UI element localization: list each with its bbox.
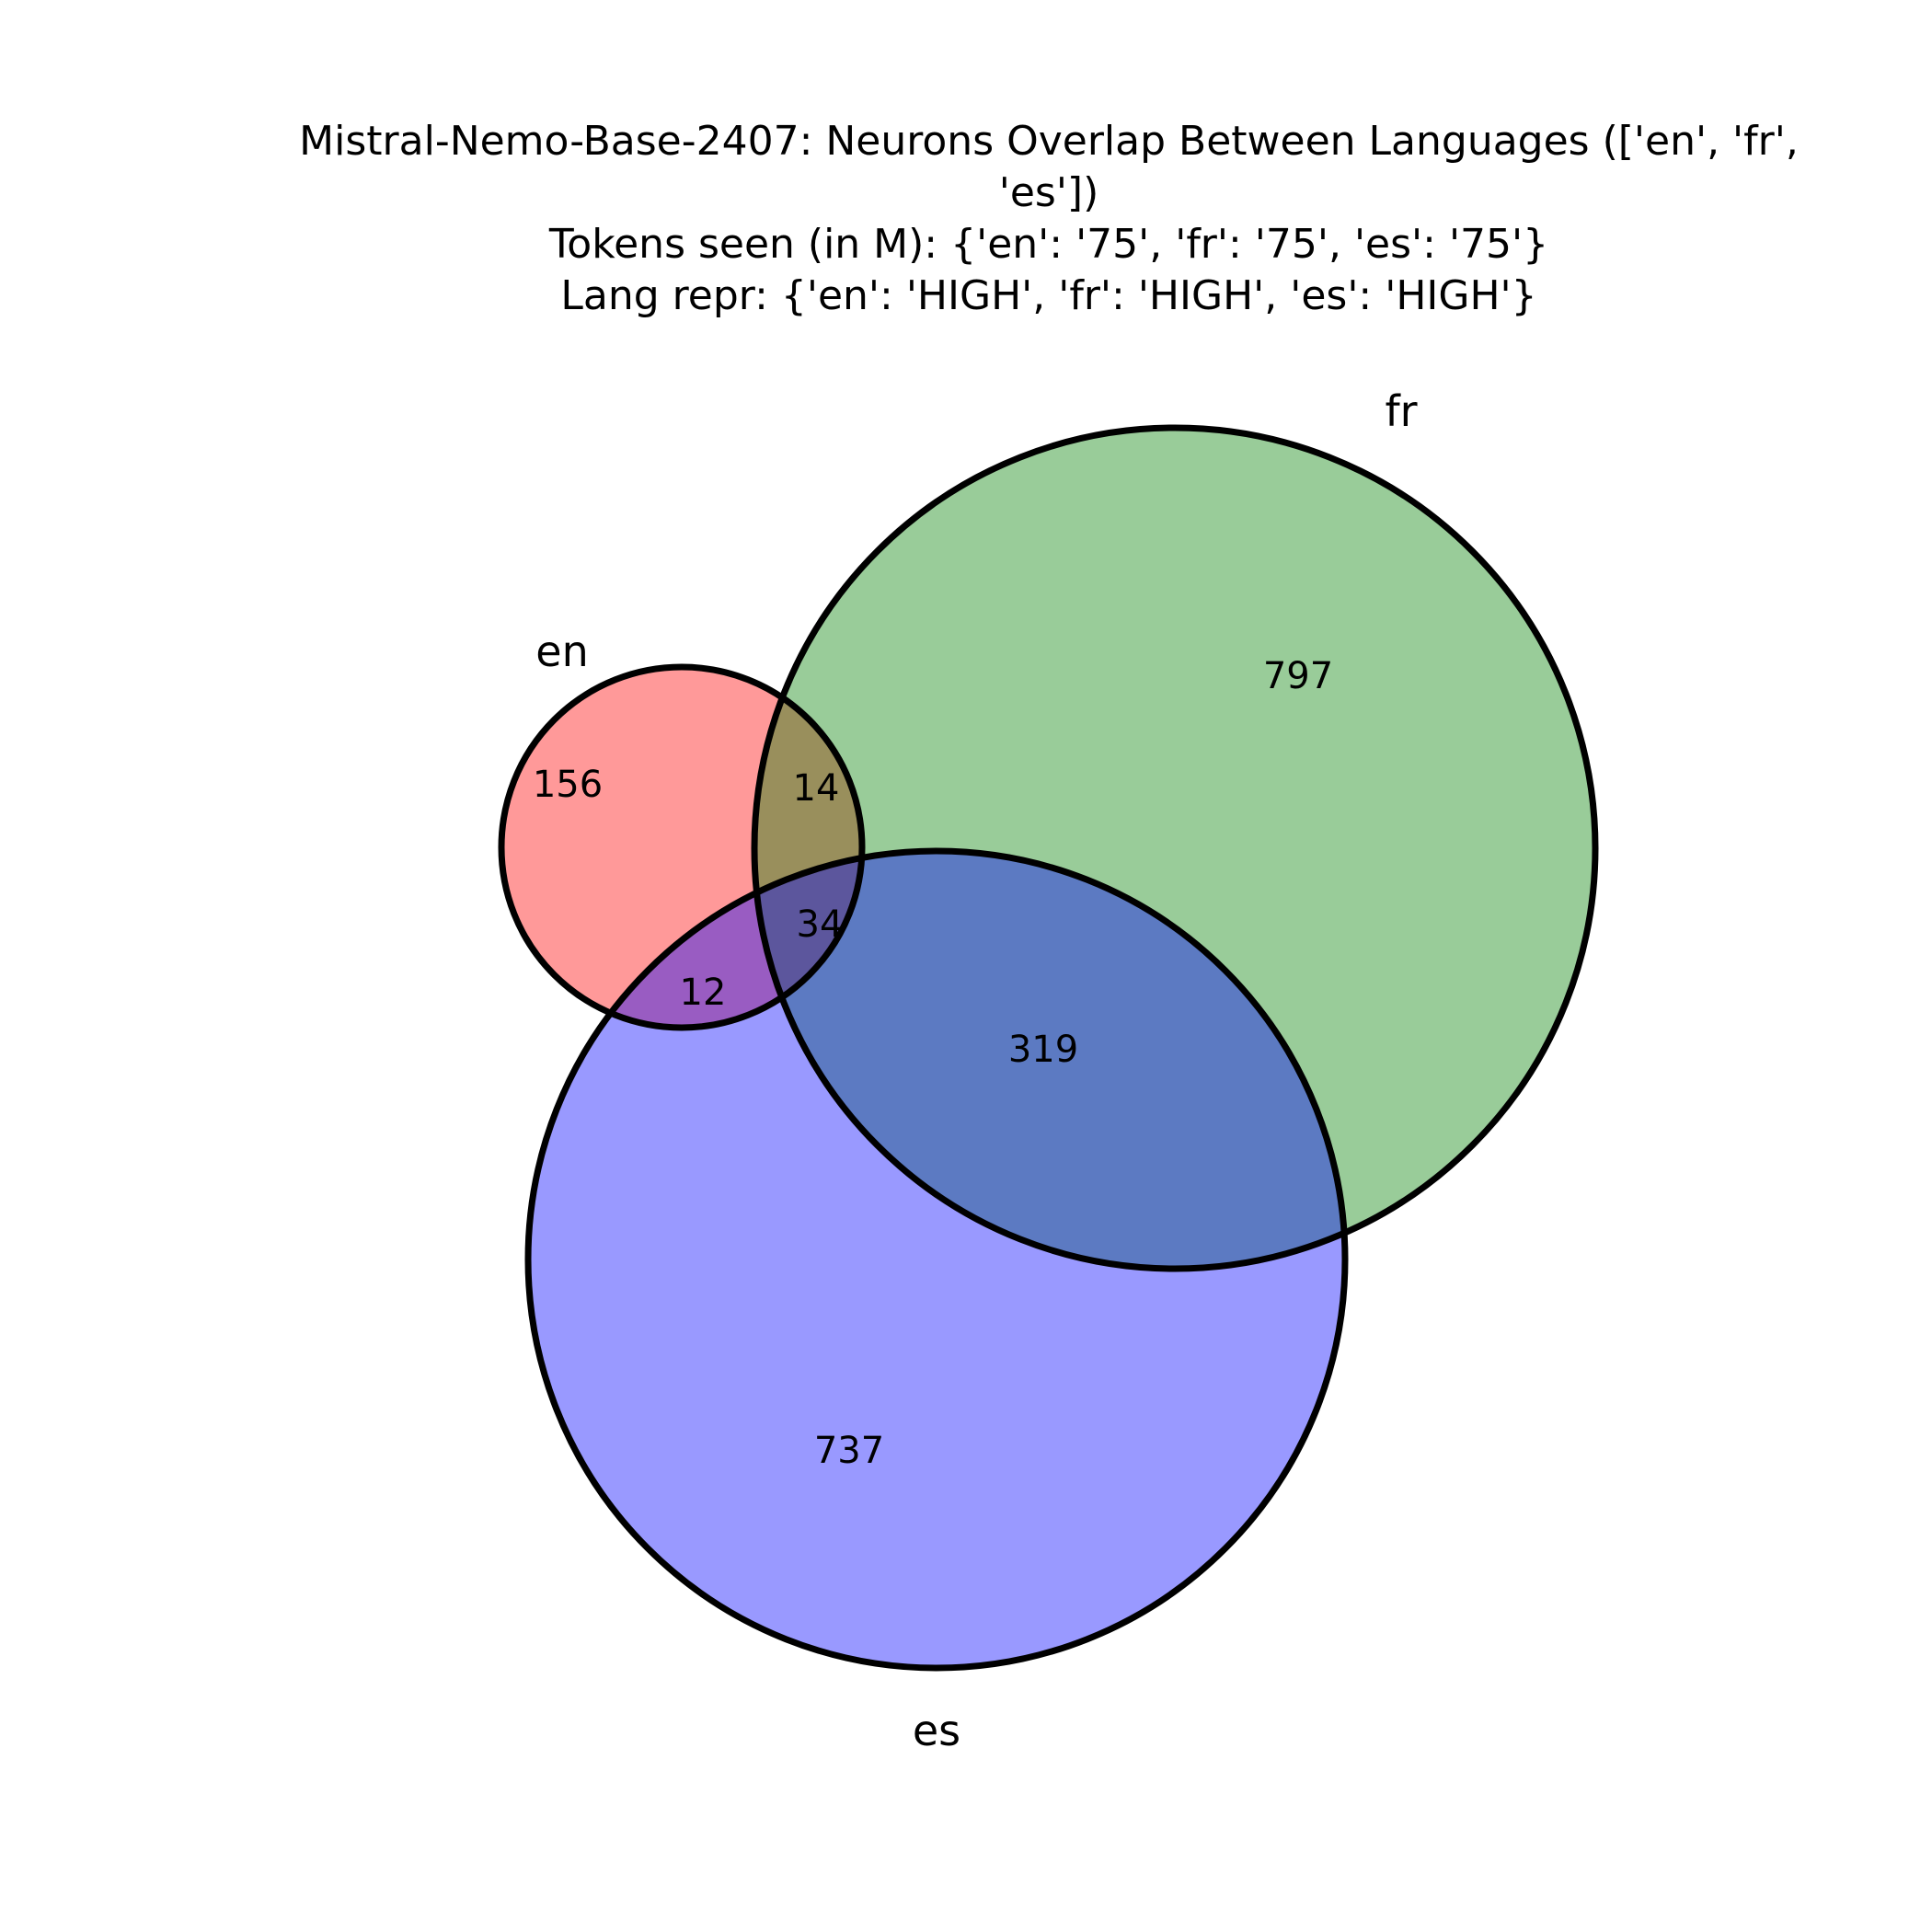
- set-label-en: en: [535, 627, 588, 676]
- region-en-only: 156: [533, 764, 603, 806]
- region-fr-only: 797: [1263, 655, 1333, 697]
- region-es-only: 737: [814, 1430, 884, 1472]
- set-fr-fill: [754, 428, 1595, 1269]
- set-en-outline: [498, 663, 866, 1031]
- set-es-fill: [528, 851, 1345, 1668]
- set-es-outline: [524, 847, 1349, 1672]
- set-fr-outline: [751, 424, 1599, 1272]
- region-en-fr: 14: [793, 767, 840, 810]
- region-values: 156 797 737 14 12 319 34: [533, 655, 1333, 1472]
- set-outlines: [498, 424, 1599, 1672]
- set-labels: en fr es: [535, 386, 1417, 1755]
- title-line-1: Mistral-Nemo-Base-2407: Neurons Overlap …: [299, 118, 1799, 165]
- chart-title: Mistral-Nemo-Base-2407: Neurons Overlap …: [299, 118, 1799, 319]
- title-line-2: 'es']): [999, 169, 1099, 216]
- set-fills: [501, 428, 1595, 1668]
- set-label-es: es: [913, 1706, 960, 1755]
- title-line-4: Lang repr: {'en': 'HIGH', 'fr': 'HIGH', …: [560, 272, 1536, 319]
- region-en-fr-es: 34: [797, 903, 844, 946]
- set-en-fill: [501, 667, 862, 1028]
- set-label-fr: fr: [1385, 386, 1417, 436]
- region-fr-es: 319: [1008, 1029, 1078, 1071]
- region-en-es: 12: [680, 972, 727, 1014]
- title-line-3: Tokens seen (in M): {'en': '75', 'fr': '…: [548, 221, 1548, 268]
